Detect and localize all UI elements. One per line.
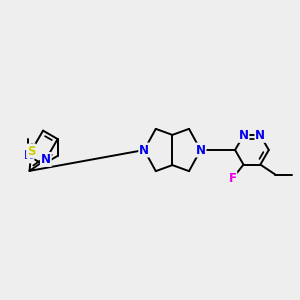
Text: N: N (196, 143, 206, 157)
Text: N: N (238, 129, 248, 142)
Text: N: N (139, 143, 149, 157)
Text: N: N (23, 149, 33, 162)
Text: F: F (228, 172, 236, 185)
Text: S: S (27, 145, 35, 158)
Text: N: N (255, 129, 266, 142)
Text: N: N (41, 153, 51, 166)
